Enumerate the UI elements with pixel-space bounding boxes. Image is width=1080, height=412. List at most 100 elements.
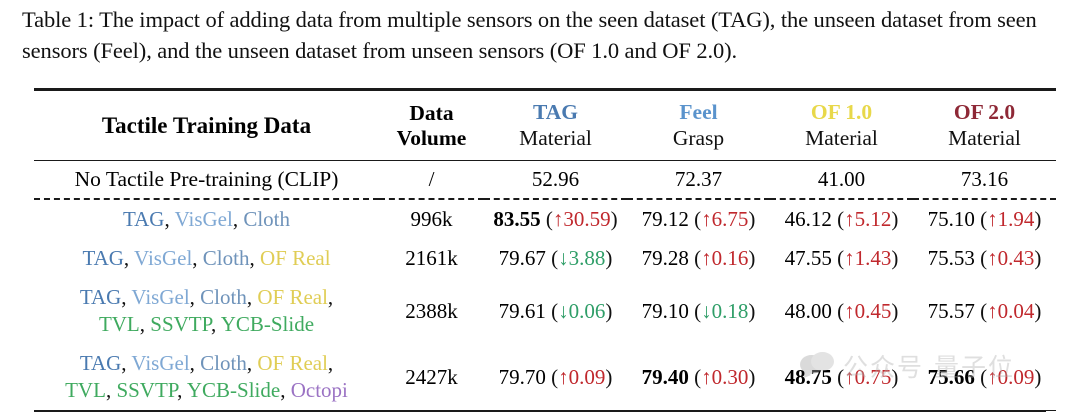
row-metric-tag: 79.61 (↓0.06)	[484, 278, 627, 344]
baseline-of1-cell: 41.00	[770, 160, 913, 199]
dataset-name-token: ,	[249, 246, 260, 270]
dataset-name-token: VisGel	[131, 285, 190, 309]
dataset-name-token: ,	[121, 285, 132, 309]
paren-open: (	[831, 364, 845, 389]
paren-close: )	[605, 298, 613, 323]
paren-close: )	[748, 298, 756, 323]
dataset-name-line: TVL, SSVTP, YCB-Slide	[34, 311, 379, 338]
paren-open: (	[974, 207, 988, 231]
header-row: Tactile Training Data Data Volume TAG Ma…	[34, 88, 1056, 161]
delta-up-value: ↑1.43	[844, 246, 892, 270]
table-body: No Tactile Pre-training (CLIP) / 52.96 7…	[34, 160, 1056, 411]
paren-close: )	[748, 364, 756, 389]
table-row: TAG, VisGel, Cloth, OF Real, TVL, SSVTP, …	[34, 278, 1056, 344]
dataset-name-token: OF Real	[257, 351, 328, 375]
metric-value: 75.57	[927, 298, 975, 323]
header-of1-label: OF 1.0	[810, 100, 873, 124]
dataset-name-token: VisGel	[131, 351, 190, 375]
delta-down-value: ↓0.18	[701, 298, 749, 323]
baseline-tag-cell: 52.96	[484, 160, 627, 199]
metric-value: 75.10	[927, 207, 975, 231]
row-metric-of2: 75.53 (↑0.43)	[913, 239, 1056, 278]
header-data-volume-line2: Volume	[396, 125, 467, 150]
dataset-name-token: TAG	[82, 246, 124, 270]
metric-value: 79.12	[641, 207, 689, 231]
dataset-name-line: TAG, VisGel, Cloth, OF Real,	[34, 350, 379, 377]
metric-value: 46.12	[784, 207, 832, 231]
paren-open: (	[545, 364, 559, 389]
delta-up-value: ↑0.45	[844, 298, 892, 323]
row-metric-feel: 79.28 (↑0.16)	[627, 239, 770, 278]
baseline-feel-cell: 72.37	[627, 160, 770, 199]
paren-close: )	[1034, 207, 1042, 231]
header-data-volume-line1: Data	[409, 100, 454, 125]
header-feel: Feel Grasp	[627, 88, 770, 161]
delta-up-value: ↑0.04	[987, 298, 1035, 323]
row-metric-feel: 79.40 (↑0.30)	[627, 344, 770, 411]
paren-open: (	[688, 364, 702, 389]
row-metric-of1: 46.12 (↑5.12)	[770, 198, 913, 239]
metric-value: 47.55	[784, 246, 832, 270]
delta-up-value: ↑0.30	[701, 364, 749, 389]
row-metric-of1: 47.55 (↑1.43)	[770, 239, 913, 278]
delta-up-value: ↑0.43	[987, 246, 1035, 270]
paren-close: )	[891, 246, 899, 270]
paren-open: (	[545, 246, 559, 270]
data-volume-value: 2388k	[405, 298, 458, 323]
dataset-name-token: Cloth	[243, 207, 291, 231]
dataset-name-token: ,	[121, 351, 132, 375]
paren-open: (	[545, 298, 559, 323]
dataset-name-token: OF Real	[257, 285, 328, 309]
table-caption: Table 1: The impact of adding data from …	[22, 7, 1037, 63]
row-metric-of2: 75.10 (↑1.94)	[913, 198, 1056, 239]
dataset-name-token: SSVTP	[116, 378, 178, 402]
dataset-name-line: TAG, VisGel, Cloth, OF Real,	[34, 284, 379, 311]
dataset-name-token: ,	[327, 285, 334, 309]
header-of2-label: OF 2.0	[953, 100, 1016, 124]
baseline-of2-cell: 73.16	[913, 160, 1056, 199]
row-metric-feel: 79.12 (↑6.75)	[627, 198, 770, 239]
dataset-name-token: Cloth	[200, 351, 247, 375]
baseline-of2-value: 73.16	[960, 167, 1009, 191]
dataset-name-line: TVL, SSVTP, YCB-Slide, Octopi	[34, 377, 379, 404]
dataset-name-token: ,	[164, 207, 175, 231]
row-data-volume: 2388k	[379, 278, 484, 344]
dataset-name-token: ,	[246, 285, 258, 309]
metric-value: 79.28	[641, 246, 689, 270]
row-metric-of1: 48.75 (↑0.75)	[770, 344, 913, 411]
delta-up-value: ↑30.59	[552, 207, 611, 231]
paren-close: )	[748, 246, 756, 270]
metric-value: 75.53	[927, 246, 975, 270]
dataset-name-token: ,	[280, 378, 291, 402]
table-container: Tactile Training Data Data Volume TAG Ma…	[34, 88, 1056, 412]
paren-open: (	[974, 364, 988, 389]
header-of1: OF 1.0 Material	[770, 88, 913, 161]
row-dataset-names: TAG, VisGel, Cloth, OF Real, TVL, SSVTP, …	[34, 344, 379, 411]
row-metric-of1: 48.00 (↑0.45)	[770, 278, 913, 344]
baseline-desc: No Tactile Pre-training (CLIP)	[74, 167, 339, 191]
dataset-name-token: ,	[327, 351, 334, 375]
paren-open: (	[688, 298, 702, 323]
table-row: TAG, VisGel, Cloth 996k 83.55 (↑30.59) 79.1…	[34, 198, 1056, 239]
header-tactile-training-data: Tactile Training Data	[34, 88, 379, 161]
delta-up-value: ↑5.12	[844, 207, 892, 231]
delta-up-value: ↑1.94	[987, 207, 1035, 231]
dataset-name-token: ,	[139, 312, 151, 336]
header-tag: TAG Material	[484, 88, 627, 161]
row-data-volume: 2161k	[379, 239, 484, 278]
row-metric-tag: 79.67 (↓3.88)	[484, 239, 627, 278]
paren-close: )	[891, 298, 899, 323]
header-tactile-training-data-label: Tactile Training Data	[101, 112, 312, 138]
paren-close: )	[748, 207, 756, 231]
paren-close: )	[891, 364, 899, 389]
data-volume-value: 2427k	[405, 364, 458, 389]
metric-value: 48.00	[784, 298, 832, 323]
dataset-name-token: Octopi	[290, 378, 348, 402]
dataset-name-token: Cloth	[202, 246, 250, 270]
dataset-name-token: TAG	[79, 351, 122, 375]
dataset-name-token: ,	[189, 285, 201, 309]
delta-down-value: ↓3.88	[558, 246, 606, 270]
dataset-name-token: ,	[192, 246, 203, 270]
header-of2-sublabel: Material	[948, 126, 1021, 150]
delta-up-value: ↑0.75	[844, 364, 892, 389]
